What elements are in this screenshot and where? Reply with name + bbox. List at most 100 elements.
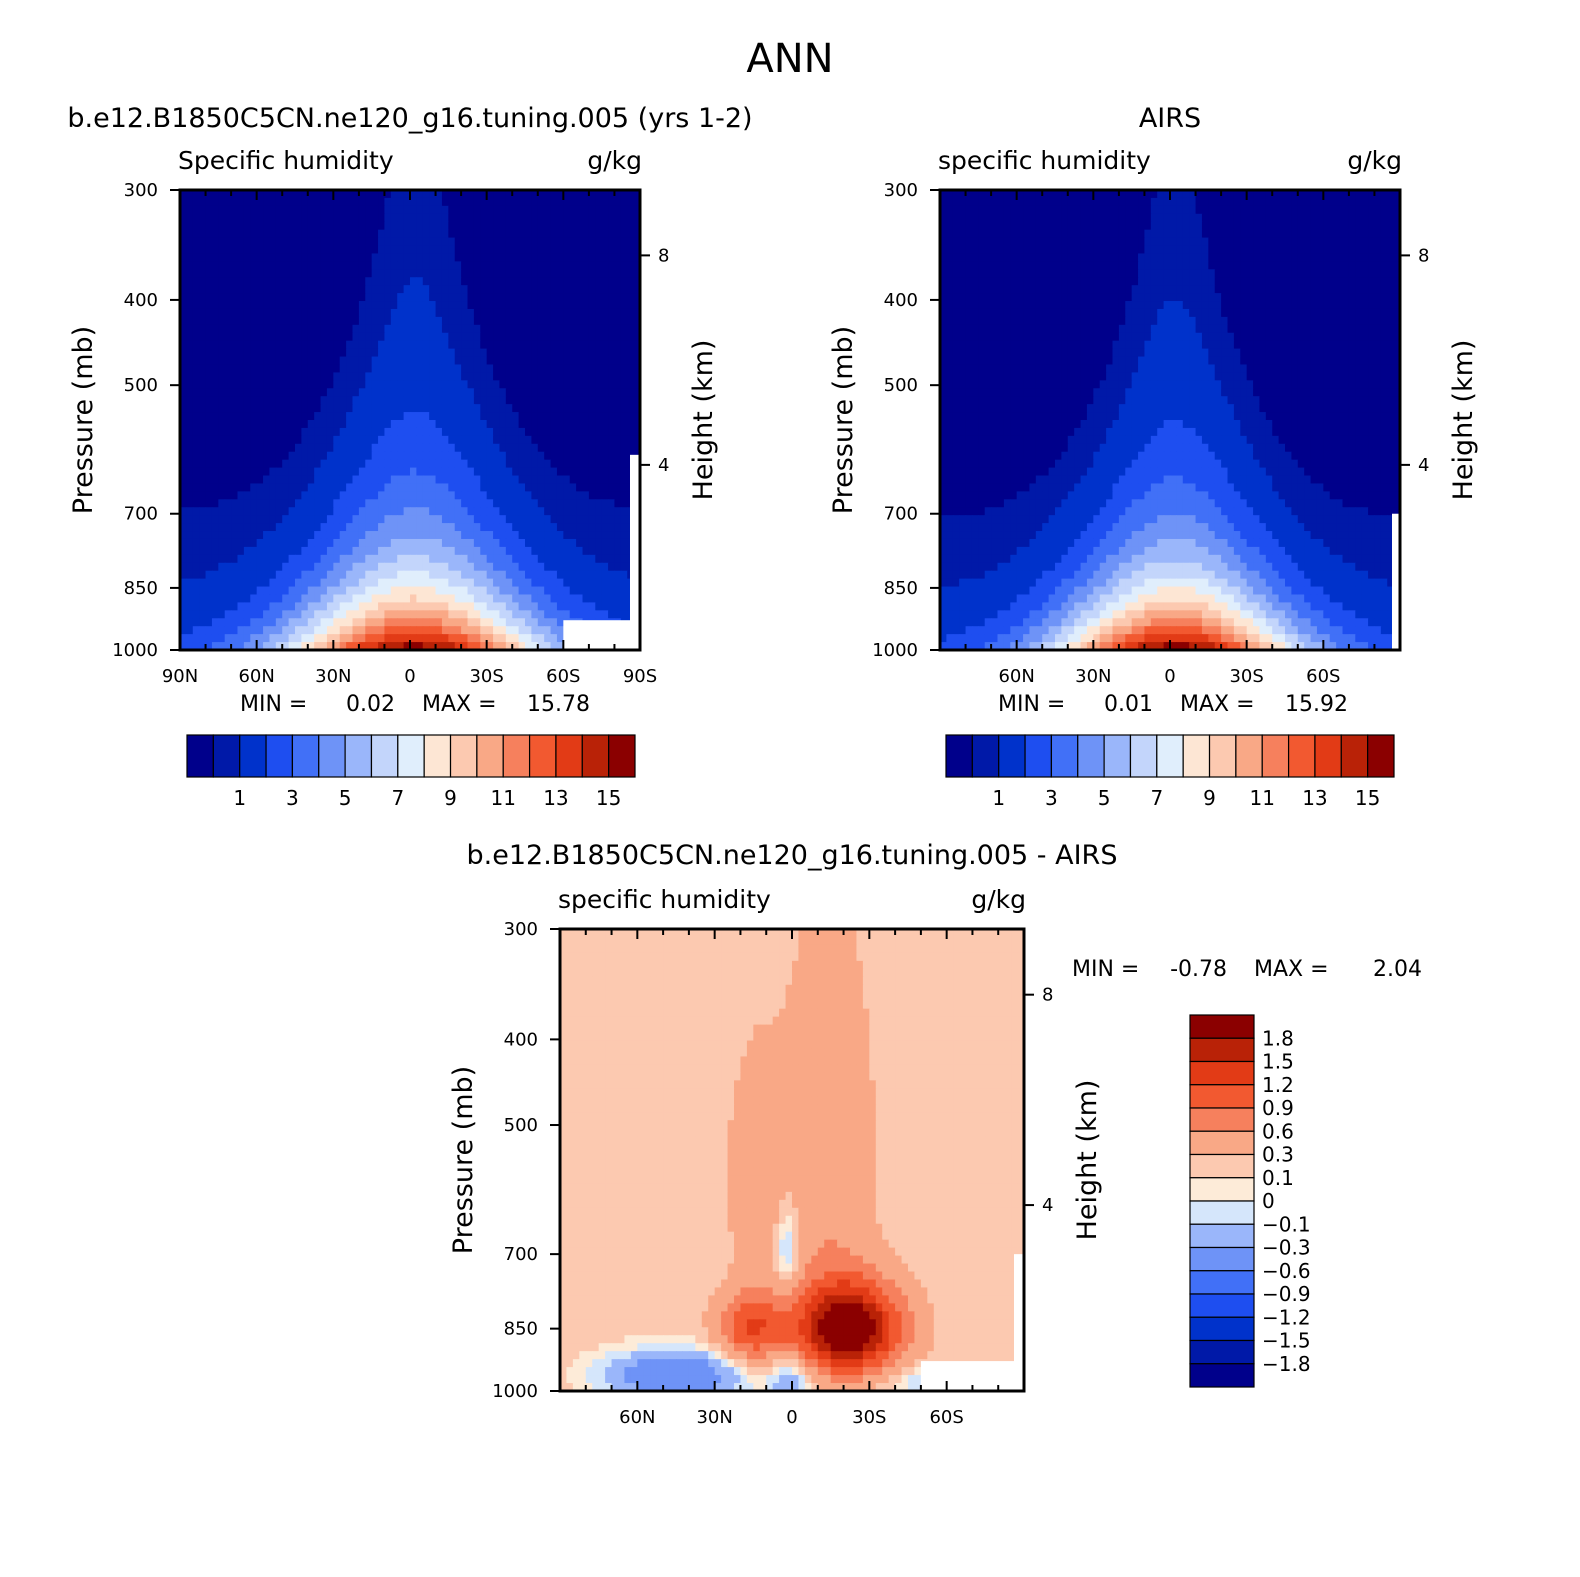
contour-cell — [429, 245, 437, 255]
contour-cell — [371, 356, 379, 366]
contour-cell — [314, 427, 322, 437]
contour-cell — [307, 459, 315, 469]
contour-cell — [461, 245, 469, 255]
contour-cell — [633, 261, 641, 270]
contour-cell — [505, 475, 513, 485]
contour-cell — [627, 340, 635, 350]
contour-cell — [1074, 229, 1082, 239]
contour-cell — [346, 427, 354, 437]
contour-cell — [480, 618, 488, 627]
contour-cell — [1195, 261, 1203, 270]
contour-cell — [518, 634, 526, 643]
contour-cell — [358, 269, 366, 278]
contour-cell — [493, 538, 501, 548]
contour-cell — [378, 642, 386, 651]
contour-cell — [218, 348, 226, 358]
contour-cell — [301, 277, 309, 286]
contour-cell — [512, 459, 520, 469]
contour-cell — [346, 475, 354, 485]
contour-cell — [231, 237, 239, 247]
contour-cell — [365, 308, 373, 318]
contour-cell — [461, 618, 469, 627]
contour-cell — [275, 324, 283, 334]
contour-cell — [569, 435, 577, 445]
contour-cell — [563, 499, 571, 508]
contour-cell — [275, 197, 283, 207]
contour-cell — [473, 301, 481, 310]
contour-cell — [435, 190, 443, 199]
contour-cell — [556, 523, 564, 532]
contour-cell — [333, 531, 341, 540]
contour-cell — [467, 190, 475, 199]
contour-cell — [550, 293, 558, 302]
contour-cell — [397, 237, 405, 247]
contour-cell — [263, 229, 271, 239]
contour-cell — [256, 229, 264, 239]
contour-cell — [326, 531, 334, 540]
contour-cell — [243, 372, 251, 381]
contour-cell — [556, 427, 564, 437]
contour-cell — [512, 269, 520, 278]
contour-cell — [1291, 190, 1299, 199]
contour-cell — [211, 483, 219, 492]
contour-cell — [518, 578, 526, 588]
contour-cell — [493, 245, 501, 255]
contour-cell — [314, 562, 322, 572]
contour-cell — [441, 602, 449, 611]
contour-cell — [199, 412, 207, 421]
contour-cell — [358, 459, 366, 469]
contour-cell — [1118, 197, 1126, 207]
contour-cell — [205, 451, 213, 461]
contour-cell — [192, 372, 200, 381]
contour-cell — [1170, 229, 1177, 239]
contour-cell — [448, 277, 456, 286]
contour-cell — [346, 499, 354, 508]
contour-cell — [486, 570, 494, 580]
contour-cell — [499, 261, 507, 270]
contour-cell — [237, 237, 245, 247]
contour-cell — [473, 372, 481, 381]
contour-cell — [984, 253, 992, 262]
contour-cell — [467, 594, 475, 604]
contour-cell — [633, 205, 641, 215]
contour-cell — [186, 507, 194, 516]
contour-cell — [365, 586, 373, 596]
contour-cell — [416, 531, 424, 540]
contour-cell — [627, 197, 635, 207]
contour-cell — [1003, 253, 1011, 262]
contour-cell — [205, 531, 213, 540]
contour-cell — [243, 618, 251, 627]
contour-cell — [1387, 245, 1395, 255]
contour-cell — [320, 308, 328, 318]
contour-cell — [556, 293, 564, 302]
contour-cell — [1182, 197, 1190, 207]
contour-cell — [505, 261, 513, 270]
contour-cell — [256, 642, 264, 651]
contour-cell — [326, 332, 334, 342]
contour-cell — [544, 483, 552, 492]
contour-cell — [339, 190, 347, 199]
contour-cell — [608, 412, 616, 421]
contour-cell — [1189, 197, 1197, 207]
contour-cell — [320, 594, 328, 604]
contour-cell — [1023, 261, 1031, 270]
contour-cell — [378, 546, 386, 556]
contour-cell — [397, 404, 405, 413]
contour-cell — [307, 507, 315, 516]
contour-cell — [505, 570, 513, 580]
contour-cell — [1182, 253, 1190, 262]
contour-cell — [1176, 190, 1184, 199]
contour-cell — [314, 435, 322, 445]
contour-cell — [505, 332, 513, 342]
contour-cell — [997, 221, 1005, 231]
contour-cell — [1106, 213, 1114, 223]
contour-cell — [256, 427, 264, 437]
contour-cell — [422, 420, 430, 429]
contour-cell — [1150, 229, 1158, 239]
contour-cell — [326, 364, 334, 374]
contour-cell — [224, 324, 232, 334]
contour-cell — [282, 523, 290, 532]
contour-cell — [531, 586, 539, 596]
contour-cell — [282, 237, 290, 247]
contour-cell — [505, 316, 513, 326]
